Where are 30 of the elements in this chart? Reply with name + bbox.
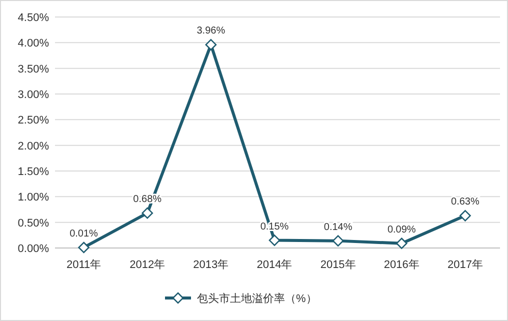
y-tick-label: 0.00% <box>18 243 50 255</box>
data-label: 0.14% <box>324 222 352 233</box>
y-tick-label: 2.50% <box>18 114 50 127</box>
point <box>142 207 154 219</box>
x-tick-label: 2016年 <box>384 259 420 271</box>
point <box>205 39 217 50</box>
y-tick-label: 1.00% <box>18 192 50 204</box>
x-tick-label: 2014年 <box>256 259 292 271</box>
y-tick-label: 4.00% <box>18 38 50 50</box>
x-tick-label: 2015年 <box>320 259 356 271</box>
y-tick-label: 3.00% <box>18 89 50 101</box>
x-tick-label: 2013年 <box>193 259 229 271</box>
point <box>396 238 408 250</box>
point <box>268 234 280 246</box>
y-tick-label: 3.50% <box>18 63 50 76</box>
y-tick-label: 0.50% <box>18 217 50 230</box>
y-tick-label: 2.00% <box>18 140 50 152</box>
point <box>460 210 471 222</box>
data-label: 3.96% <box>196 26 226 37</box>
x-tick-label: 2011年 <box>66 259 102 271</box>
point <box>332 235 344 246</box>
x-tick-label: 2012年 <box>130 259 166 271</box>
data-label: 0.01% <box>70 228 98 240</box>
y-tick-label: 1.50% <box>18 166 50 178</box>
point <box>78 242 90 254</box>
legend-label: 包头市土地溢价率（%） <box>197 292 317 305</box>
data-label: 0.63% <box>451 196 480 208</box>
data-label: 0.09% <box>387 224 416 236</box>
y-tick-label: 4.50% <box>18 12 50 24</box>
x-tick-label: 2017年 <box>447 259 483 271</box>
